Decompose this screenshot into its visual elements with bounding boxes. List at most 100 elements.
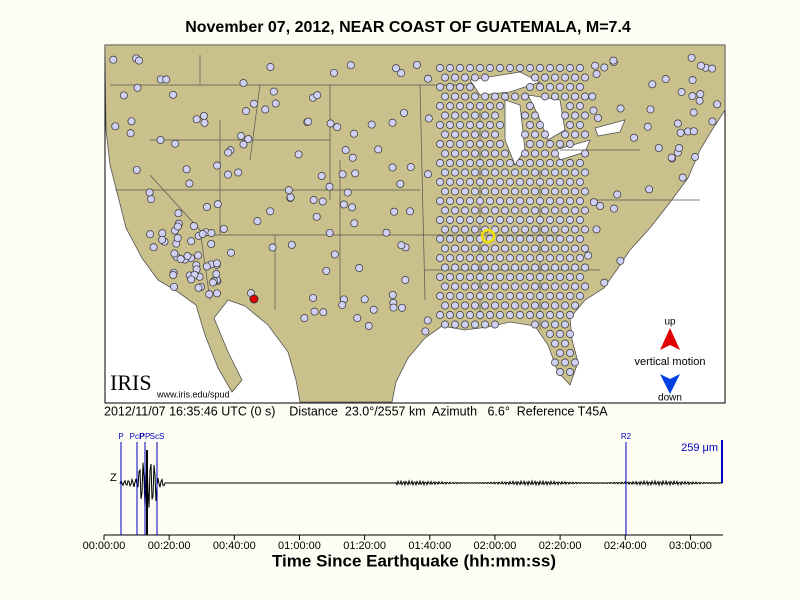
station — [441, 301, 449, 310]
station — [441, 206, 449, 215]
station — [630, 133, 638, 142]
station — [309, 196, 318, 204]
station — [486, 292, 494, 300]
station — [551, 358, 559, 367]
station — [471, 320, 479, 329]
station — [481, 263, 489, 272]
station — [511, 244, 519, 253]
station — [486, 311, 494, 319]
station — [571, 92, 579, 101]
station — [239, 79, 248, 88]
station — [369, 305, 378, 314]
station — [591, 61, 600, 70]
station — [271, 99, 280, 108]
station — [208, 278, 217, 287]
station — [566, 83, 574, 91]
station — [471, 73, 479, 82]
station — [516, 235, 524, 243]
station — [594, 113, 602, 122]
station — [496, 121, 504, 129]
station — [566, 254, 574, 262]
station — [496, 273, 504, 281]
station — [511, 282, 519, 291]
reference-station — [480, 228, 496, 244]
station — [189, 222, 198, 231]
station — [566, 235, 574, 243]
station — [481, 168, 489, 177]
station — [441, 225, 449, 234]
station — [192, 115, 201, 124]
station — [476, 102, 484, 110]
station — [521, 168, 529, 177]
station — [526, 102, 534, 110]
station — [446, 292, 454, 300]
station — [294, 150, 303, 159]
station — [556, 330, 564, 338]
station — [556, 368, 564, 376]
station — [521, 92, 529, 101]
phase-label: P — [118, 432, 123, 441]
station — [571, 73, 579, 82]
station — [526, 197, 534, 205]
station — [313, 91, 322, 100]
legend-down: down — [658, 393, 682, 404]
station — [531, 206, 539, 215]
station — [436, 311, 444, 319]
station — [441, 263, 449, 272]
station — [269, 87, 278, 96]
lake — [594, 119, 626, 137]
station — [461, 225, 469, 234]
station — [350, 129, 358, 138]
station — [424, 74, 432, 83]
station — [481, 282, 489, 291]
station — [511, 225, 519, 234]
station — [496, 254, 504, 262]
station — [546, 273, 554, 281]
station — [600, 278, 609, 287]
station — [561, 320, 569, 329]
station — [546, 140, 554, 148]
station — [561, 92, 569, 101]
station — [536, 216, 544, 224]
station — [194, 251, 203, 260]
station — [466, 311, 474, 319]
station — [571, 206, 579, 215]
station — [521, 282, 529, 291]
station — [390, 207, 399, 216]
station — [456, 121, 464, 129]
station — [187, 275, 196, 284]
station — [466, 83, 474, 91]
station — [521, 244, 529, 253]
station — [360, 295, 369, 304]
station — [339, 200, 348, 209]
station — [461, 130, 469, 139]
station — [436, 140, 444, 148]
station — [461, 320, 469, 329]
station — [521, 187, 529, 196]
station — [613, 190, 622, 199]
station — [531, 187, 539, 196]
station — [566, 273, 574, 281]
station — [446, 64, 454, 72]
station — [451, 168, 459, 177]
station — [592, 70, 601, 78]
station — [541, 206, 549, 215]
station — [287, 240, 296, 249]
station — [566, 140, 574, 148]
station — [169, 90, 178, 99]
station — [187, 237, 196, 246]
station — [516, 159, 524, 167]
station — [461, 168, 469, 177]
station — [521, 263, 529, 272]
station — [576, 235, 584, 243]
station — [491, 168, 499, 177]
station — [673, 119, 682, 128]
station — [546, 197, 554, 205]
station — [566, 159, 574, 167]
station — [589, 198, 598, 207]
station — [566, 102, 574, 110]
station — [481, 73, 489, 82]
station — [506, 178, 514, 186]
station — [531, 149, 539, 158]
station — [536, 273, 544, 281]
